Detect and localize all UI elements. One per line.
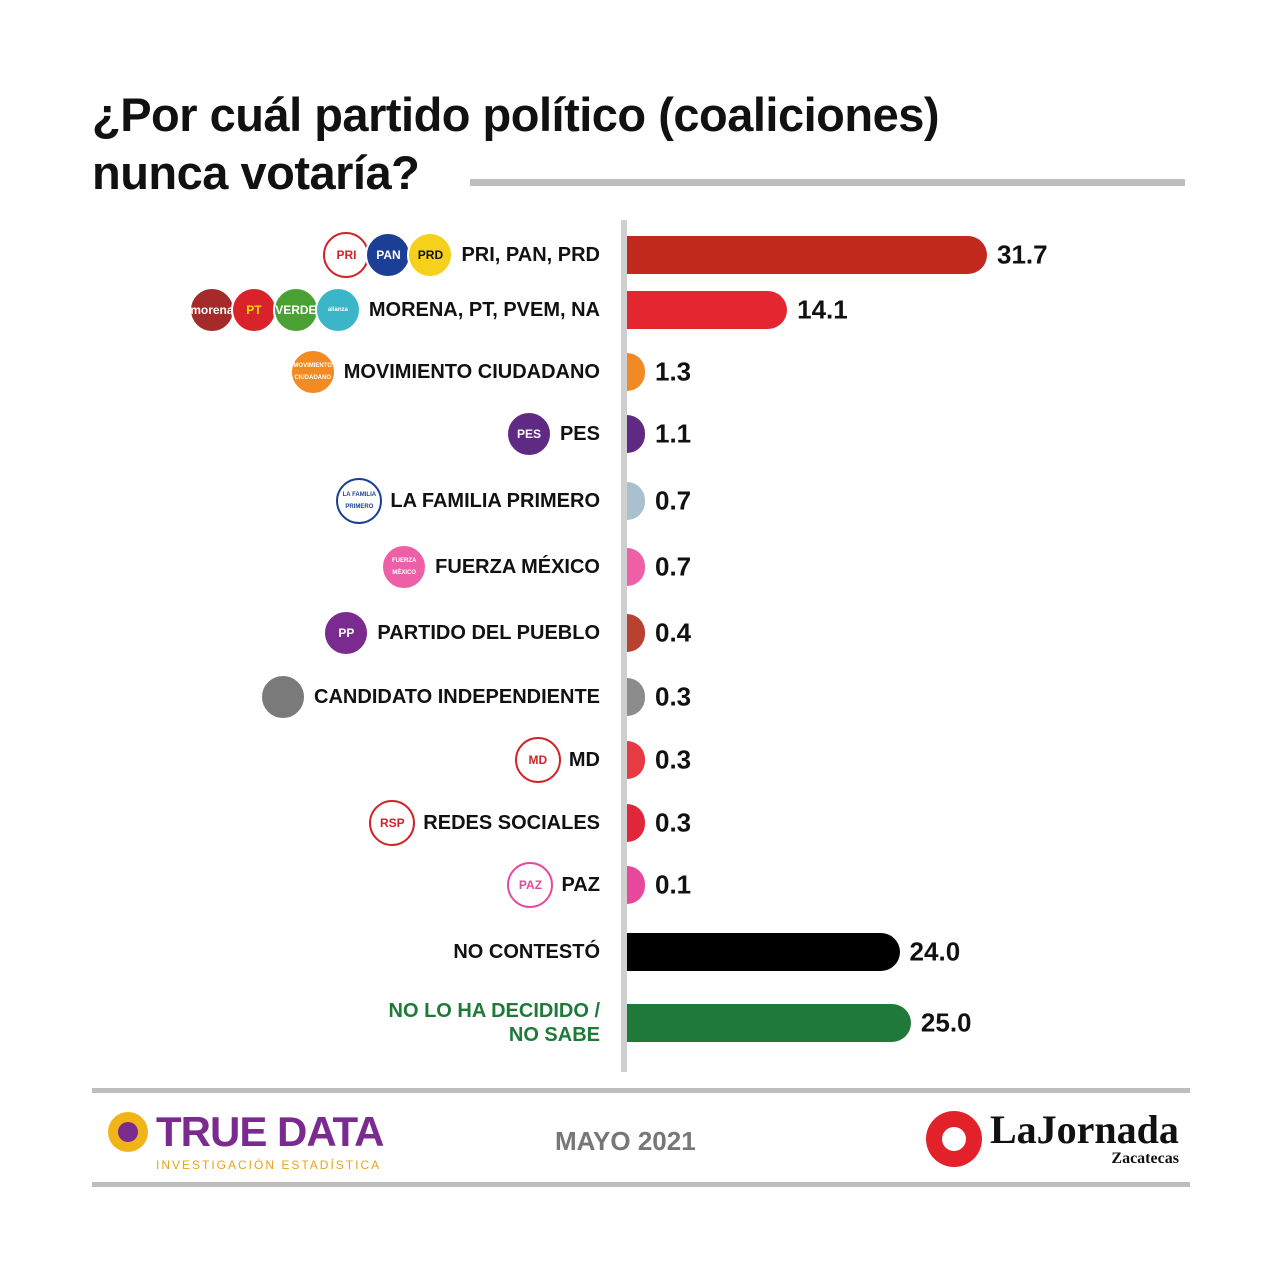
- category-label: PRI, PAN, PRD: [461, 244, 600, 266]
- pes-logo-icon: PES: [505, 411, 552, 457]
- party-logos: PP: [323, 610, 370, 656]
- pan-logo-icon: PAN: [365, 232, 412, 278]
- bar: [627, 614, 645, 652]
- bar: [627, 415, 645, 453]
- category-label: PES: [559, 423, 600, 445]
- category-label: NO CONTESTÓ: [453, 941, 600, 963]
- chart-title-line-2: nunca votaría?: [92, 146, 420, 199]
- la-jornada-city: Zacatecas: [1111, 1150, 1179, 1167]
- bar-value-label: 14.1: [797, 294, 848, 325]
- party-logos: [260, 674, 307, 720]
- bar: [627, 548, 645, 586]
- pri-logo-icon: PRI: [323, 232, 370, 278]
- bar: [627, 291, 788, 329]
- nueva-alianza-logo-icon: alianza: [314, 287, 361, 333]
- bar: [627, 236, 987, 274]
- category-label: MD: [568, 749, 600, 771]
- true-data-logo-icon: [108, 1112, 148, 1152]
- la-jornada-name: LaJornada: [990, 1107, 1179, 1152]
- category-label: MORENA, PT, PVEM, NA: [368, 299, 600, 321]
- category-label: REDES SOCIALES: [423, 812, 600, 834]
- true-data-brand: TRUE DATA INVESTIGACIÓN ESTADÍSTICA: [108, 1108, 384, 1172]
- person-silhouette-icon: [260, 674, 307, 720]
- chart-row: 24.0 NO CONTESTÓ: [0, 922, 1280, 982]
- category-label: LA FAMILIA PRIMERO: [390, 490, 600, 512]
- bar-value-label: 25.0: [920, 1007, 972, 1038]
- party-logos: PAZ: [507, 862, 554, 908]
- partido-del-pueblo-logo-icon: PP: [323, 610, 370, 656]
- bar-value-label: 31.7: [997, 239, 1048, 270]
- bar-value-label: 0.1: [655, 869, 692, 900]
- morena-logo-icon: morena: [188, 287, 235, 333]
- chart-row: 0.1 PAZ PAZ: [0, 855, 1280, 915]
- chart-row: 1.3 MOVIMIENTO CIUDADANO MOVIMIENTO CIUDAD…: [0, 342, 1280, 402]
- chart-row: 0.4 PARTIDO DEL PUEBLO PP: [0, 603, 1280, 663]
- movimiento-ciudadano-logo-icon: MOVIMIENTO CIUDADANO: [289, 349, 336, 395]
- category-label: FUERZA MÉXICO: [435, 556, 600, 578]
- bar: [627, 933, 900, 971]
- bar: [627, 482, 645, 520]
- party-logos: morena PT VERDE alianza: [188, 287, 361, 333]
- chart-title-line-1: ¿Por cuál partido político (coaliciones): [92, 88, 940, 141]
- bar-value-label: 1.1: [655, 418, 692, 449]
- party-logos: LA FAMILIA PRIMERO: [336, 478, 383, 524]
- bar-value-label: 0.7: [655, 485, 692, 516]
- chart-title: ¿Por cuál partido político (coaliciones)…: [92, 86, 940, 202]
- title-underline: [470, 179, 1185, 186]
- category-label: MOVIMIENTO CIUDADANO: [343, 361, 600, 383]
- bar: [627, 678, 645, 716]
- category-label: CANDIDATO INDEPENDIENTE: [314, 686, 600, 708]
- chart-axis-line: [621, 220, 627, 1072]
- la-jornada-brand: LaJornada Zacatecas: [926, 1110, 1179, 1168]
- paz-logo-icon: PAZ: [507, 862, 554, 908]
- pt-logo-icon: PT: [230, 287, 277, 333]
- true-data-tagline: INVESTIGACIÓN ESTADÍSTICA: [156, 1158, 382, 1172]
- footer-bottom-rule: [92, 1182, 1190, 1187]
- bar: [627, 804, 645, 842]
- bar: [627, 353, 645, 391]
- bar-value-label: 24.0: [909, 936, 961, 967]
- party-logos: PES: [505, 411, 552, 457]
- party-logos: FUERZA MÉXICO: [381, 544, 428, 590]
- category-label: NO LO HA DECIDIDO / NO SABE: [388, 1000, 600, 1046]
- true-data-name: TRUE DATA: [156, 1108, 384, 1155]
- bar-value-label: 0.3: [655, 681, 692, 712]
- chart-row: 14.1 MORENA, PT, PVEM, NA morena PT VERDE ali…: [0, 280, 1280, 340]
- redes-sociales-logo-icon: RSP: [369, 800, 416, 846]
- category-label: PAZ: [561, 874, 600, 896]
- party-logos: MD: [514, 737, 561, 783]
- fuerza-mexico-logo-icon: FUERZA MÉXICO: [381, 544, 428, 590]
- bar-value-label: 0.7: [655, 551, 692, 582]
- bar-value-label: 0.4: [655, 617, 692, 648]
- party-logos: RSP: [369, 800, 416, 846]
- bar: [627, 741, 645, 779]
- chart-row: 31.7 PRI, PAN, PRD PRI PAN PRD: [0, 225, 1280, 285]
- bar-value-label: 1.3: [655, 356, 692, 387]
- bar: [627, 866, 645, 904]
- md-logo-icon: MD: [514, 737, 561, 783]
- bar: [627, 1004, 911, 1042]
- la-jornada-sun-icon: [926, 1111, 982, 1167]
- chart-row: 0.7 LA FAMILIA PRIMERO LA FAMILIA PRIMERO: [0, 471, 1280, 531]
- chart-row: 0.3 CANDIDATO INDEPENDIENTE: [0, 667, 1280, 727]
- chart-row: 1.1 PES PES: [0, 404, 1280, 464]
- chart-row: 25.0 NO LO HA DECIDIDO / NO SABE: [0, 993, 1280, 1053]
- chart-row: 0.3 REDES SOCIALES RSP: [0, 793, 1280, 853]
- chart-row: 0.3 MD MD: [0, 730, 1280, 790]
- category-label: PARTIDO DEL PUEBLO: [377, 622, 600, 644]
- bar-value-label: 0.3: [655, 744, 692, 775]
- la-familia-primero-logo-icon: LA FAMILIA PRIMERO: [336, 478, 383, 524]
- party-logos: MOVIMIENTO CIUDADANO: [289, 349, 336, 395]
- verde-logo-icon: VERDE: [272, 287, 319, 333]
- footer-top-rule: [92, 1088, 1190, 1093]
- bar-value-label: 0.3: [655, 807, 692, 838]
- prd-logo-icon: PRD: [407, 232, 454, 278]
- chart-row: 0.7 FUERZA MÉXICO FUERZA MÉXICO: [0, 537, 1280, 597]
- party-logos: PRI PAN PRD: [323, 232, 454, 278]
- survey-date: MAYO 2021: [555, 1126, 696, 1156]
